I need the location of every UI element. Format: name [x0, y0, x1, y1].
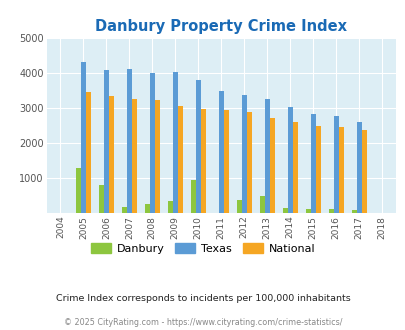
Bar [81, 62, 86, 213]
Bar [200, 109, 205, 213]
Bar [154, 100, 160, 213]
Bar [269, 118, 274, 213]
Bar [310, 114, 315, 213]
Bar [328, 209, 333, 213]
Bar [259, 196, 264, 213]
Bar [282, 208, 287, 213]
Bar [236, 200, 241, 213]
Bar [86, 92, 91, 213]
Bar [167, 201, 173, 213]
Bar [132, 99, 136, 213]
Bar [361, 130, 366, 213]
Title: Danbury Property Crime Index: Danbury Property Crime Index [95, 19, 346, 34]
Bar [177, 106, 183, 213]
Bar [145, 204, 149, 213]
Text: Crime Index corresponds to incidents per 100,000 inhabitants: Crime Index corresponds to incidents per… [55, 294, 350, 303]
Bar [338, 127, 343, 213]
Bar [241, 95, 246, 213]
Bar [126, 69, 132, 213]
Bar [315, 126, 320, 213]
Bar [122, 207, 126, 213]
Bar [223, 110, 228, 213]
Legend: Danbury, Texas, National: Danbury, Texas, National [86, 239, 319, 258]
Bar [98, 185, 104, 213]
Bar [292, 122, 297, 213]
Bar [173, 72, 177, 213]
Bar [149, 73, 154, 213]
Bar [351, 210, 356, 213]
Bar [218, 91, 223, 213]
Bar [287, 107, 292, 213]
Bar [333, 116, 338, 213]
Bar [109, 96, 114, 213]
Bar [356, 122, 361, 213]
Bar [76, 168, 81, 213]
Text: © 2025 CityRating.com - https://www.cityrating.com/crime-statistics/: © 2025 CityRating.com - https://www.city… [64, 318, 341, 327]
Bar [104, 70, 109, 213]
Bar [305, 209, 310, 213]
Bar [195, 80, 200, 213]
Bar [190, 180, 195, 213]
Bar [246, 112, 251, 213]
Bar [264, 99, 269, 213]
